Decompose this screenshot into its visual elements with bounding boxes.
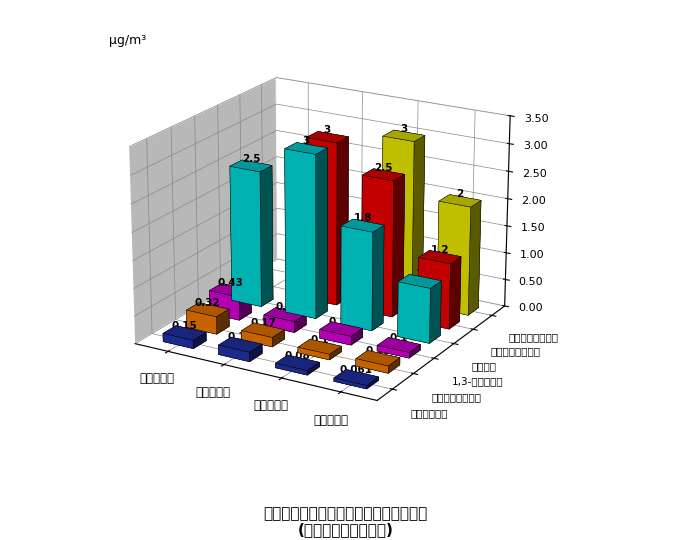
Text: (非有機塩素系化合物): (非有機塩素系化合物) xyxy=(298,522,393,537)
Text: 平成２２年度有害大気汚染物質年平均値: 平成２２年度有害大気汚染物質年平均値 xyxy=(263,506,428,521)
Text: μg/m³: μg/m³ xyxy=(108,35,146,48)
